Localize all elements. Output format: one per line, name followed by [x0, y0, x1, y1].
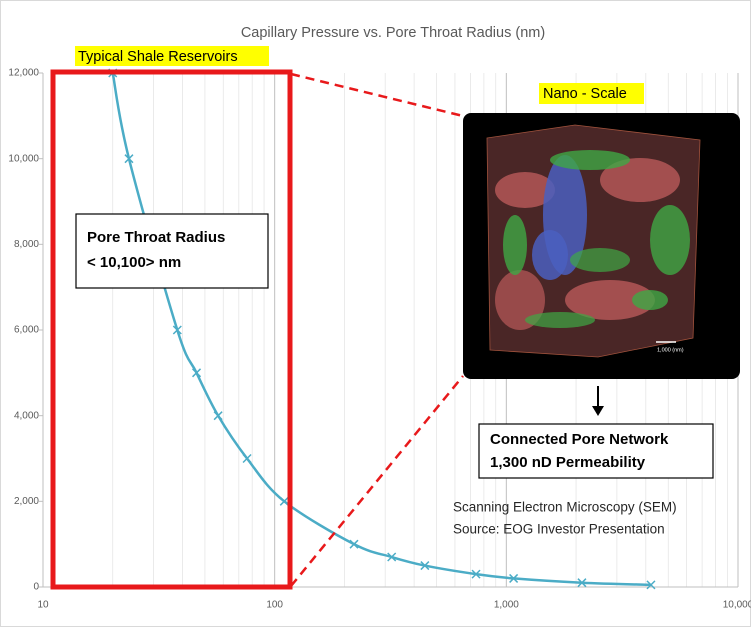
sem-cube — [487, 125, 700, 357]
region-label: Typical Shale Reservoirs — [78, 49, 238, 65]
source-text: Source: EOG Investor Presentation — [453, 522, 665, 537]
x-tick-label: 100 — [266, 600, 283, 611]
y-tick-label: 10,000 — [8, 153, 39, 164]
x-tick-label: 10 — [37, 600, 49, 611]
network-text: Connected Pore Network — [490, 431, 669, 448]
y-tick-label: 6,000 — [14, 325, 39, 336]
y-tick-label: 4,000 — [14, 410, 39, 421]
image-label: Nano - Scale — [543, 86, 627, 102]
chart-title: Capillary Pressure vs. Pore Throat Radiu… — [241, 25, 545, 41]
radius-box — [76, 214, 268, 288]
y-tick-label: 0 — [33, 582, 39, 593]
x-tick-label: 10,000 — [723, 600, 751, 611]
x-tick-label: 1,000 — [494, 600, 519, 611]
radius-text: < 10,100> nm — [87, 254, 181, 271]
y-tick-label: 8,000 — [14, 239, 39, 250]
source-text: Scanning Electron Microscopy (SEM) — [453, 500, 677, 515]
chart: Capillary Pressure vs. Pore Throat Radiu… — [0, 0, 751, 627]
image-scale: 1,000 (nm) — [657, 347, 684, 353]
y-tick-label: 2,000 — [14, 496, 39, 507]
network-text: 1,300 nD Permeability — [490, 454, 646, 471]
radius-text: Pore Throat Radius — [87, 229, 225, 246]
y-tick-label: 12,000 — [8, 68, 39, 79]
